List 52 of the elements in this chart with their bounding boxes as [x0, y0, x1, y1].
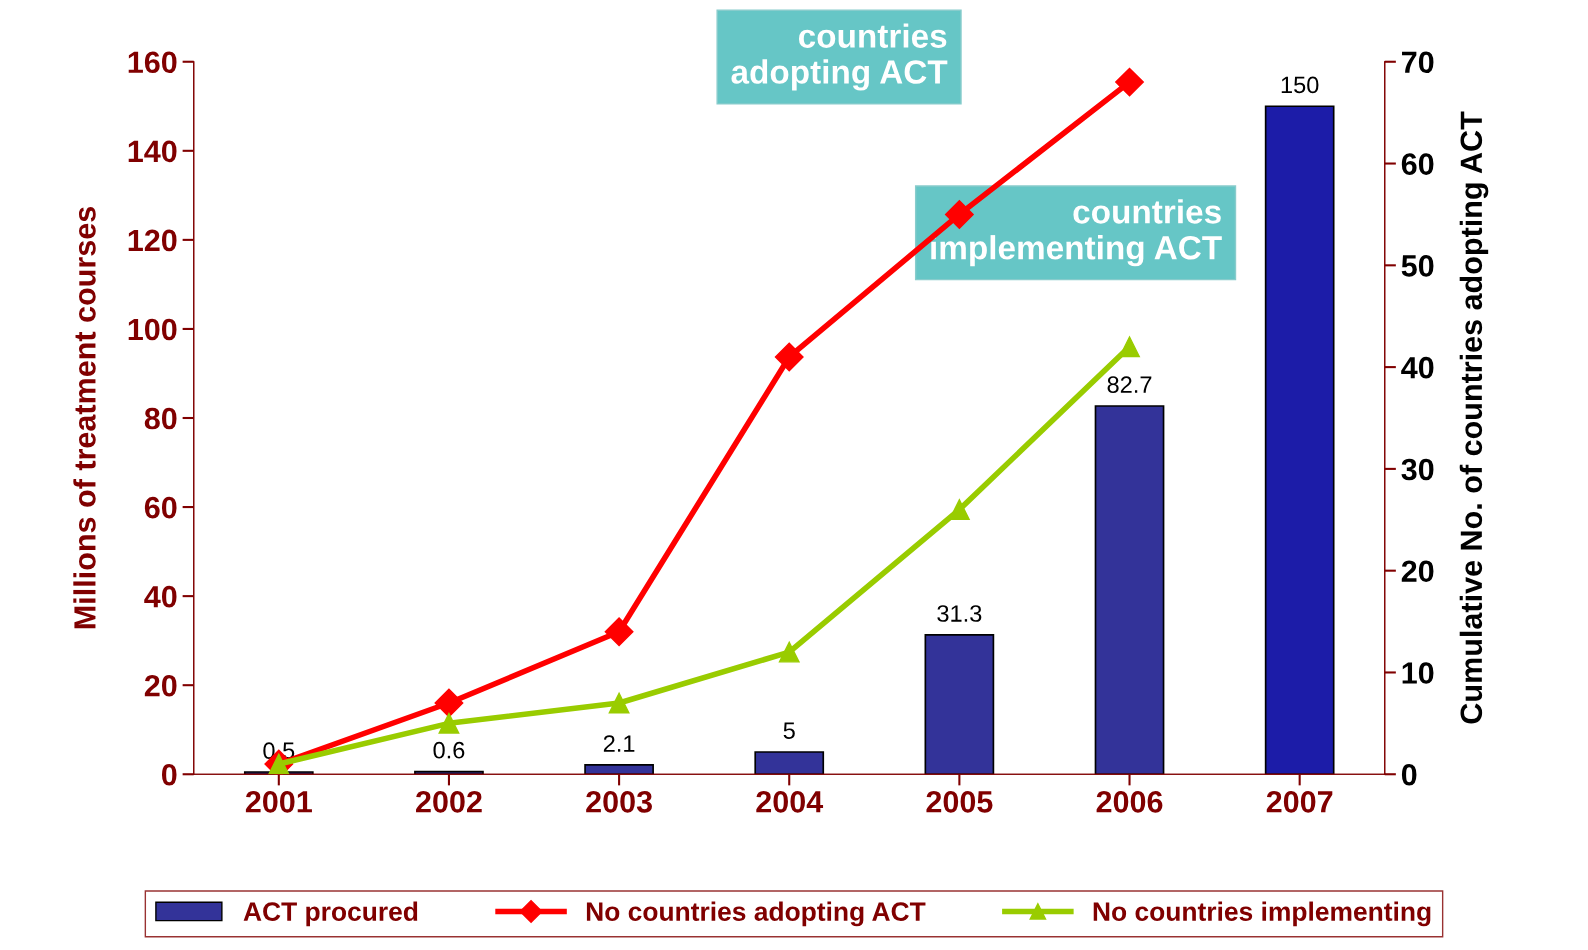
point: [774, 342, 804, 372]
legend-label: ACT procured: [243, 901, 418, 927]
y2-tick-label: 60: [1401, 153, 1434, 175]
point: [944, 199, 974, 229]
point: [438, 712, 460, 734]
y2-tick-label: 10: [1402, 662, 1434, 684]
bar: [1094, 405, 1165, 775]
point: [608, 692, 630, 714]
y-tick-label: 80: [144, 407, 177, 430]
y2-axis-title: Cumulative No. of countries adopting ACT: [1459, 111, 1489, 724]
x-tick-label: 2004: [756, 791, 824, 813]
point: [434, 688, 464, 718]
data-label: 0.6: [433, 741, 465, 759]
y2-tick-label: 0: [1401, 763, 1417, 786]
y2-tick-label: 40: [1401, 356, 1434, 379]
data-label: 150: [1281, 76, 1319, 94]
bar: [584, 764, 654, 775]
y-tick-label: 100: [128, 318, 177, 341]
x-tick-label: 2007: [1266, 791, 1333, 813]
annotation: countries implementing ACT: [931, 199, 1222, 267]
y-tick-label: 60: [144, 496, 177, 519]
y-tick-label: 40: [144, 585, 177, 608]
data-label: 5: [783, 722, 795, 739]
bar: [754, 751, 825, 775]
y-tick-label: 140: [128, 140, 177, 163]
y-tick-label: 0: [161, 763, 177, 786]
y-tick-label: 120: [128, 229, 177, 252]
x-tick-label: 2006: [1096, 791, 1163, 813]
y-axis-title: Millions of treatment courses: [73, 207, 96, 629]
data-label: 2.1: [603, 735, 635, 752]
annotation: countries adopting ACT: [731, 23, 948, 91]
point: [948, 499, 970, 521]
x-tick-label: 2001: [245, 791, 312, 813]
y-tick-label: 20: [144, 674, 177, 697]
x-tick-label: 2005: [926, 791, 993, 813]
y2-tick-label: 20: [1401, 560, 1434, 583]
legend-label: No countries implementing: [1093, 901, 1431, 927]
y2-tick-label: 50: [1401, 255, 1434, 277]
y-tick-label: 160: [128, 51, 177, 74]
point: [604, 617, 634, 647]
legend-label: No countries adopting ACT: [586, 901, 926, 927]
point: [1119, 336, 1140, 358]
data-label: 31.3: [937, 605, 982, 622]
y2-tick-label: 70: [1402, 51, 1434, 74]
x-tick-label: 2003: [586, 791, 652, 813]
point: [778, 641, 800, 663]
y2-tick-label: 30: [1401, 458, 1434, 481]
x-tick-label: 2002: [416, 791, 482, 813]
point: [1115, 67, 1144, 97]
data-label: 82.7: [1107, 376, 1152, 393]
bar: [1264, 105, 1335, 775]
bar: [924, 634, 995, 775]
